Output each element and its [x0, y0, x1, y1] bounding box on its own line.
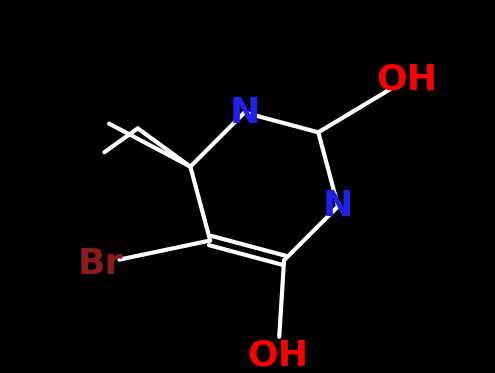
Text: N: N	[323, 189, 353, 223]
Text: OH: OH	[376, 63, 437, 97]
Text: Br: Br	[78, 247, 123, 280]
Text: OH: OH	[248, 339, 308, 373]
Text: N: N	[229, 95, 259, 129]
